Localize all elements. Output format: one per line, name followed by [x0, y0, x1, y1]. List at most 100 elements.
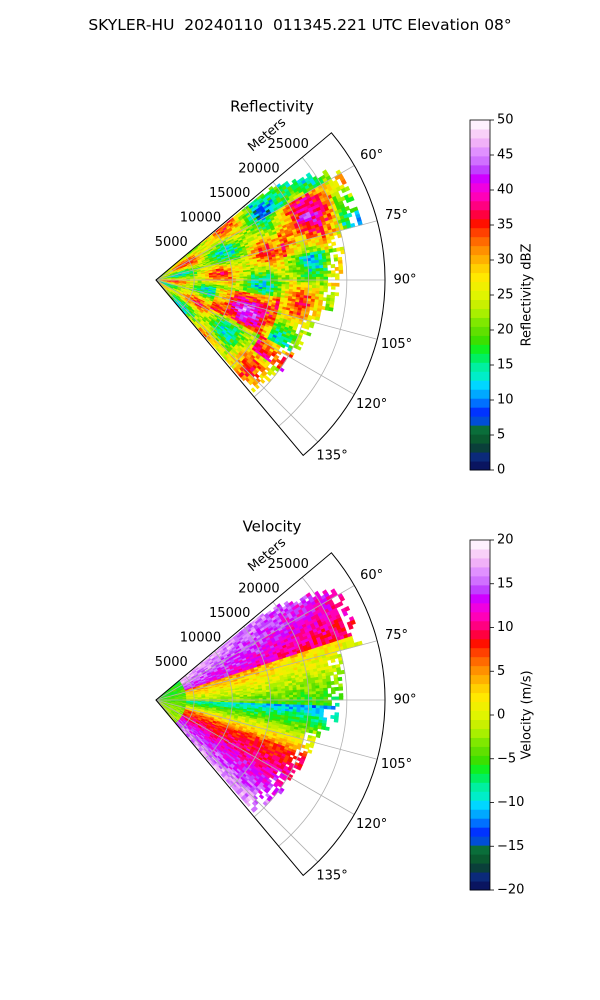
colorbar-tick-label: 45	[497, 148, 514, 163]
colorbar-tick-label: 30	[497, 253, 514, 268]
figure-title: SKYLER-HU 20240110 011345.221 UTC Elevat…	[88, 16, 512, 34]
colorbar-segment	[470, 452, 490, 462]
colorbar-tick-label: 25	[497, 288, 514, 303]
colorbar-segment	[470, 254, 490, 265]
azimuth-tick-label: 135°	[316, 449, 347, 464]
radar-cell	[308, 282, 313, 286]
radar-cell	[304, 271, 309, 276]
colorbar-segment	[470, 200, 490, 211]
radar-cell	[308, 323, 315, 329]
radar-cell	[331, 241, 337, 247]
radar-cell	[323, 288, 328, 293]
colorbar-segment	[470, 173, 490, 184]
radar-cell	[344, 205, 351, 212]
radar-cell	[327, 273, 332, 278]
colorbar-tick-label: 40	[497, 183, 514, 198]
azimuth-tick-label: 105°	[381, 337, 412, 352]
colorbar-segment	[470, 299, 490, 309]
colorbar-label: Reflectivity dBZ	[520, 244, 535, 347]
azimuth-tick-label: 60°	[360, 148, 383, 163]
colorbar-tick-label: 50	[497, 113, 514, 128]
colorbar-tick-label: 20	[497, 323, 514, 338]
radar-cell	[315, 271, 321, 275]
colorbar-segment	[470, 245, 490, 256]
colorbar-segment	[470, 209, 490, 220]
colorbar-segment	[470, 380, 490, 390]
colorbar-segment	[470, 434, 490, 444]
colorbar-segment	[470, 191, 490, 202]
radar-cell	[319, 276, 325, 281]
radar-data-velocity	[155, 588, 363, 813]
radar-cell	[326, 261, 332, 266]
radar-cell	[314, 316, 320, 321]
colorbar-segment	[470, 155, 490, 166]
azimuth-tick-label: 90°	[393, 273, 416, 288]
colorbar-segment	[470, 120, 490, 130]
radar-cell	[348, 196, 355, 202]
radar-cell	[296, 274, 302, 278]
azimuth-tick-label: 120°	[356, 397, 387, 412]
radar-cell	[334, 292, 340, 297]
radar-cell	[315, 282, 321, 287]
radar-cell	[308, 274, 313, 278]
range-tick-label: 10000	[180, 210, 221, 225]
colorbar-segment	[470, 389, 490, 399]
colorbar-segment	[470, 353, 490, 363]
colorbar-tick-label: 35	[497, 218, 514, 233]
radar-cell	[323, 270, 328, 275]
radar-cell	[319, 273, 325, 278]
colorbar-segment	[470, 407, 490, 417]
colorbar-segment	[470, 263, 490, 274]
radar-cell	[330, 264, 336, 269]
colorbar-segment	[470, 281, 490, 292]
radar-cell	[319, 279, 325, 284]
radar-cell	[331, 273, 336, 278]
colorbar-segment	[470, 182, 490, 193]
colorbar-segment	[470, 227, 490, 238]
colorbar-segment	[470, 236, 490, 247]
radar-cell	[315, 279, 321, 284]
radar-cell	[338, 266, 344, 271]
radar-cell	[289, 274, 294, 278]
radar-cell	[250, 387, 257, 393]
range-tick-label: 15000	[209, 186, 250, 201]
colorbar-tick-label: 5	[497, 428, 505, 443]
colorbar-segment	[470, 326, 490, 336]
range-tick-label: 5000	[155, 235, 188, 250]
colorbar-segment	[470, 290, 490, 300]
colorbar-segment	[470, 398, 490, 408]
radar-cell	[254, 373, 260, 379]
colorbar-segment	[470, 272, 490, 283]
polar-plot-velocity: 60°75°90°105°120°135°5000100001500020000…	[155, 518, 535, 898]
radar-cell	[334, 282, 340, 287]
radar-cell	[312, 274, 317, 278]
radar-cell	[328, 307, 334, 312]
radar-cell	[259, 378, 266, 384]
colorbar-segment	[470, 308, 490, 318]
radar-cell	[323, 276, 329, 281]
radar-cell	[338, 269, 344, 274]
radar-cell	[319, 282, 325, 287]
radar-cell	[285, 275, 290, 279]
colorbar-segment	[470, 317, 490, 327]
radar-cell	[327, 270, 332, 275]
radar-cell	[331, 285, 336, 290]
range-tick-label: 20000	[238, 161, 279, 176]
radar-cell	[319, 270, 325, 275]
colorbar-segment	[470, 362, 490, 372]
radar-cell	[346, 212, 353, 218]
colorbar-segment	[470, 137, 490, 148]
radar-data-reflectivity	[155, 169, 363, 393]
radar-cell	[331, 270, 336, 275]
radar-cell	[300, 274, 306, 278]
radar-cell	[323, 267, 328, 272]
radar-cell	[308, 271, 313, 275]
panel-title: Reflectivity	[230, 98, 314, 116]
radar-cell	[344, 185, 351, 192]
colorbar-segment	[470, 371, 490, 381]
colorbar-segment	[470, 416, 490, 426]
colorbar-segment	[470, 443, 490, 453]
radar-cell	[329, 235, 335, 241]
